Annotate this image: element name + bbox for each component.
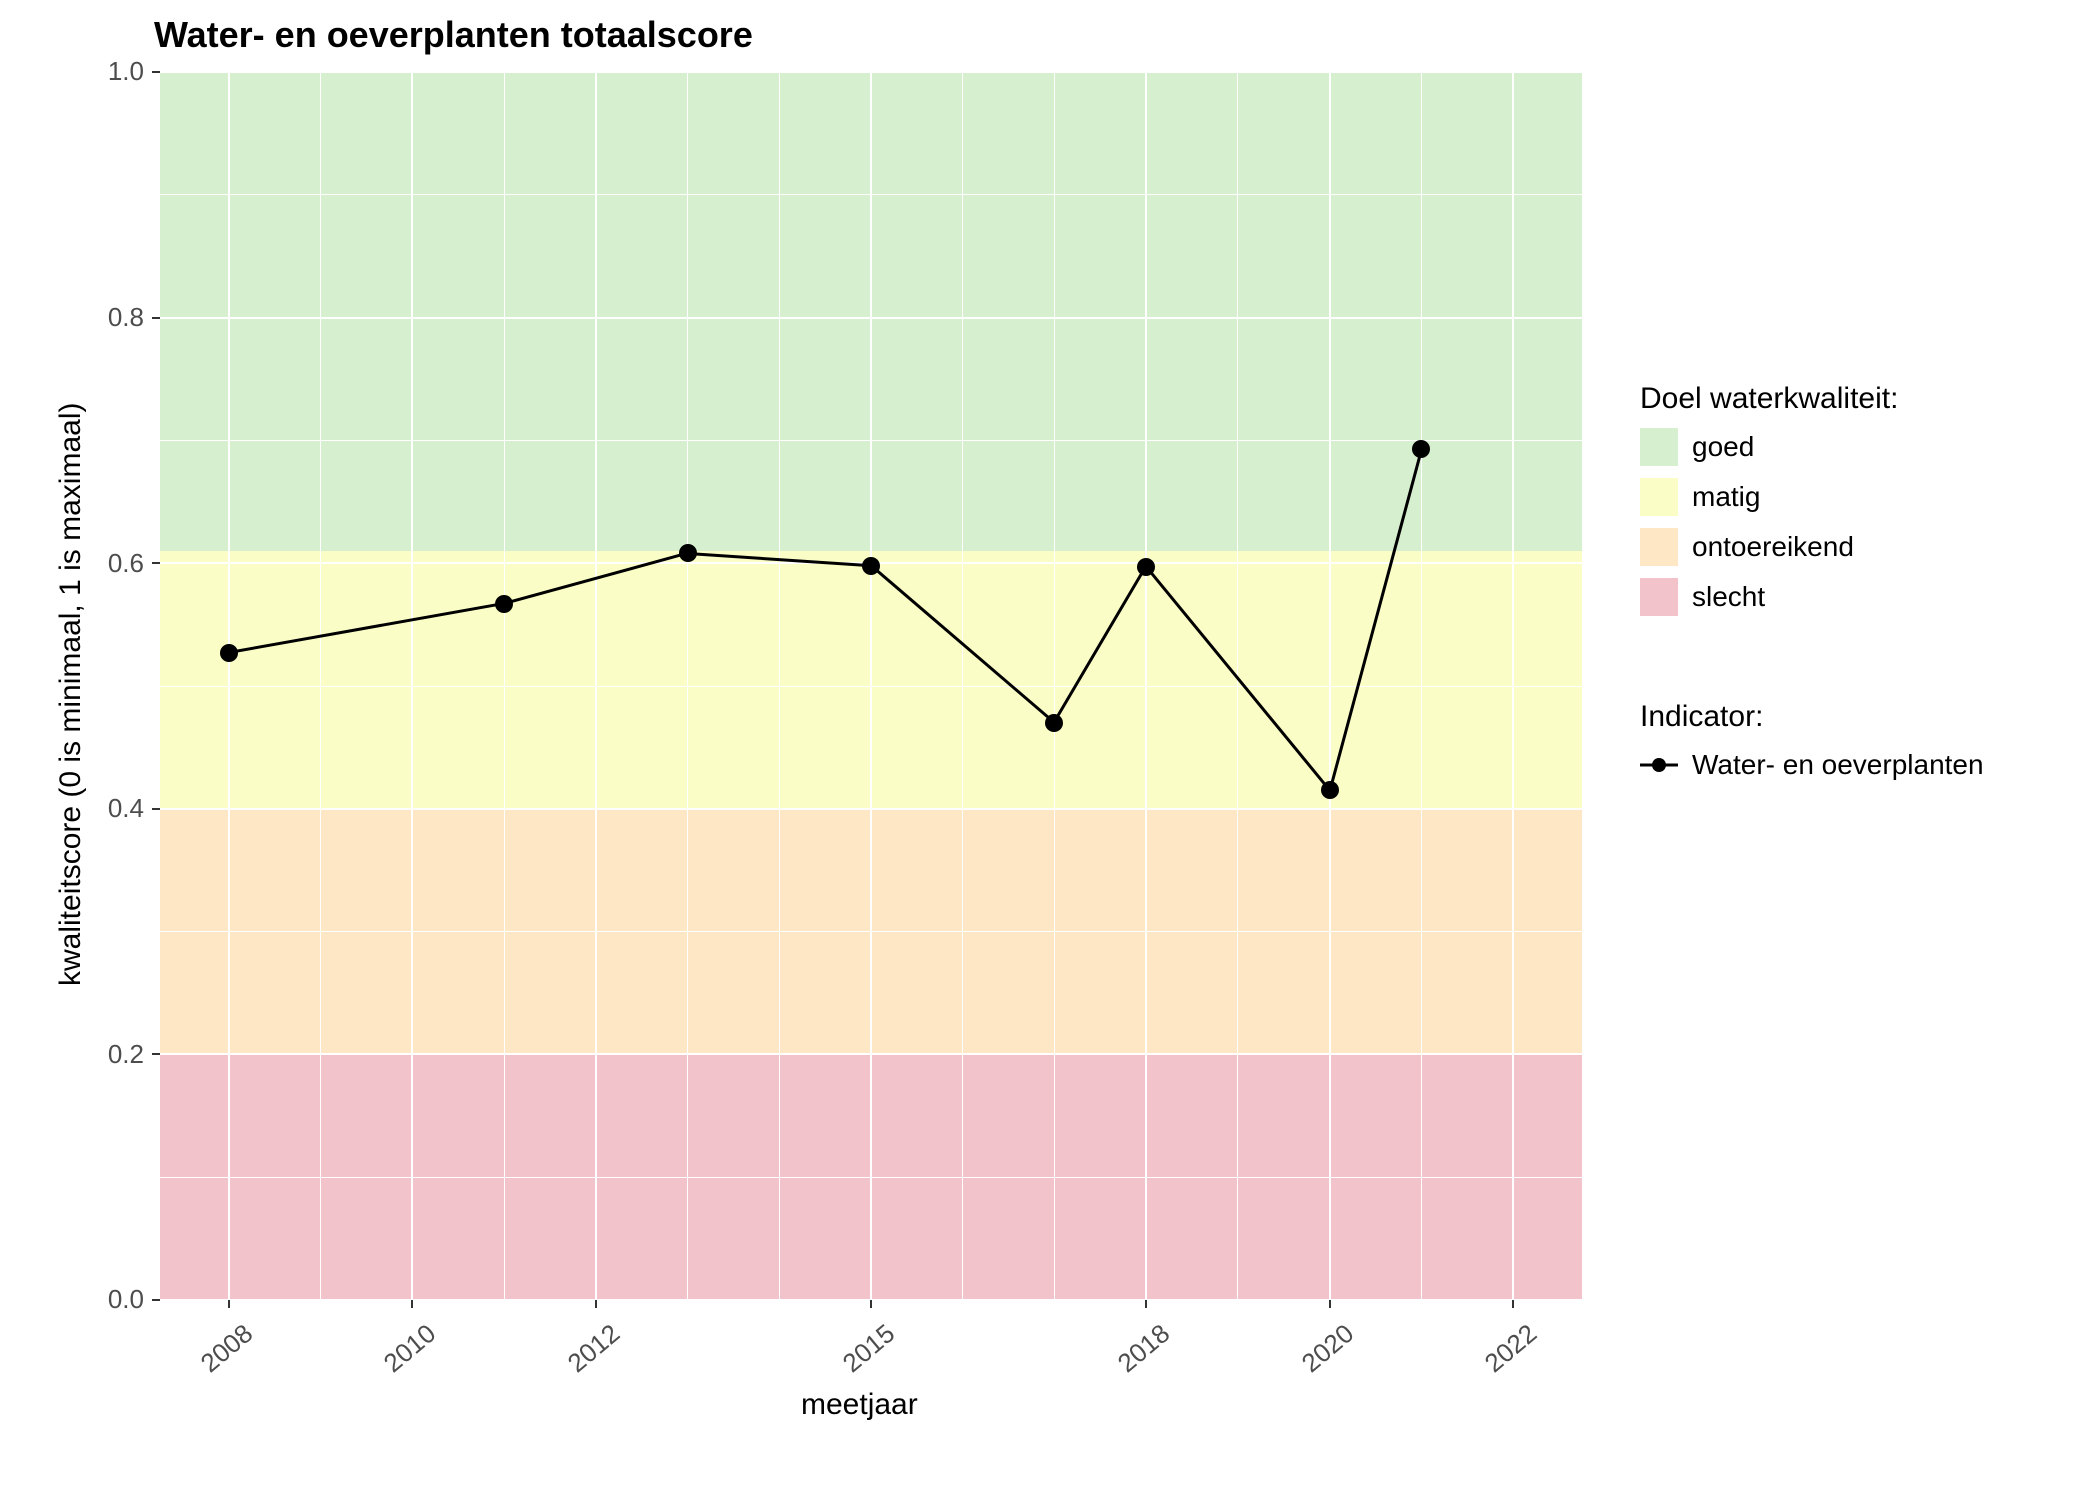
legend-item-goed: goed (1640, 428, 1984, 466)
y-axis-label: kwaliteitscore (0 is minimaal, 1 is maxi… (54, 403, 88, 986)
gridline-v (1512, 72, 1514, 1300)
chart-title: Water- en oeverplanten totaalscore (154, 14, 753, 56)
data-point (495, 595, 513, 613)
legend-item-indicator: Water- en oeverplanten (1640, 746, 1984, 784)
y-tick-label: 0.6 (70, 548, 144, 579)
y-tick-mark (152, 808, 160, 810)
y-tick-label: 1.0 (70, 56, 144, 87)
y-tick-mark (152, 71, 160, 73)
legend: Doel waterkwaliteit: goed matig ontoereiken… (1640, 382, 1984, 790)
legend-line-sample (1640, 746, 1678, 784)
legend-swatch (1640, 428, 1678, 466)
y-tick-label: 0.4 (70, 793, 144, 824)
gridline-v-minor (1421, 72, 1422, 1300)
gridline-v (228, 72, 230, 1300)
data-point (1321, 781, 1339, 799)
data-point (679, 544, 697, 562)
data-point (1137, 558, 1155, 576)
y-tick-mark (152, 1053, 160, 1055)
legend-item-slecht: slecht (1640, 578, 1984, 616)
legend-title-indicator: Indicator: (1640, 700, 1984, 734)
gridline-v (595, 72, 597, 1300)
x-tick-mark (1145, 1300, 1147, 1308)
y-tick-label: 0.8 (70, 302, 144, 333)
x-tick-mark (1329, 1300, 1331, 1308)
x-tick-label: 2008 (185, 1318, 259, 1387)
gridline-v-minor (504, 72, 505, 1300)
legend-title-quality: Doel waterkwaliteit: (1640, 382, 1984, 416)
gridline-v (870, 72, 872, 1300)
chart-container: Water- en oeverplanten totaalscore kwali… (0, 0, 2100, 1500)
data-point (220, 644, 238, 662)
x-tick-mark (411, 1300, 413, 1308)
x-tick-label: 2012 (552, 1318, 626, 1387)
x-tick-label: 2010 (369, 1318, 443, 1387)
legend-label: ontoereikend (1692, 531, 1854, 563)
plot-area (160, 72, 1582, 1300)
y-tick-mark (152, 317, 160, 319)
legend-label: Water- en oeverplanten (1692, 749, 1984, 781)
x-tick-mark (228, 1300, 230, 1308)
data-point (1045, 714, 1063, 732)
y-tick-mark (152, 562, 160, 564)
gridline-v-minor (1237, 72, 1238, 1300)
y-tick-label: 0.2 (70, 1039, 144, 1070)
legend-label: slecht (1692, 581, 1765, 613)
legend-item-ontoereikend: ontoereikend (1640, 528, 1984, 566)
x-tick-mark (870, 1300, 872, 1308)
y-tick-mark (152, 1299, 160, 1301)
y-tick-label: 0.0 (70, 1284, 144, 1315)
data-point (1412, 440, 1430, 458)
x-tick-mark (595, 1300, 597, 1308)
gridline-v-minor (962, 72, 963, 1300)
gridline-v-minor (779, 72, 780, 1300)
legend-label: goed (1692, 431, 1754, 463)
legend-swatch (1640, 478, 1678, 516)
x-tick-label: 2015 (827, 1318, 901, 1387)
legend-label: matig (1692, 481, 1760, 513)
gridline-v-minor (687, 72, 688, 1300)
legend-item-matig: matig (1640, 478, 1984, 516)
x-tick-label: 2018 (1103, 1318, 1177, 1387)
gridline-v (411, 72, 413, 1300)
data-point (862, 557, 880, 575)
legend-swatch (1640, 528, 1678, 566)
x-tick-label: 2020 (1286, 1318, 1360, 1387)
x-tick-label: 2022 (1470, 1318, 1544, 1387)
gridline-v (1145, 72, 1147, 1300)
gridline-v (1329, 72, 1331, 1300)
x-tick-mark (1512, 1300, 1514, 1308)
legend-swatch (1640, 578, 1678, 616)
x-axis-label: meetjaar (801, 1388, 918, 1422)
gridline-v-minor (320, 72, 321, 1300)
gridline-v-minor (1054, 72, 1055, 1300)
